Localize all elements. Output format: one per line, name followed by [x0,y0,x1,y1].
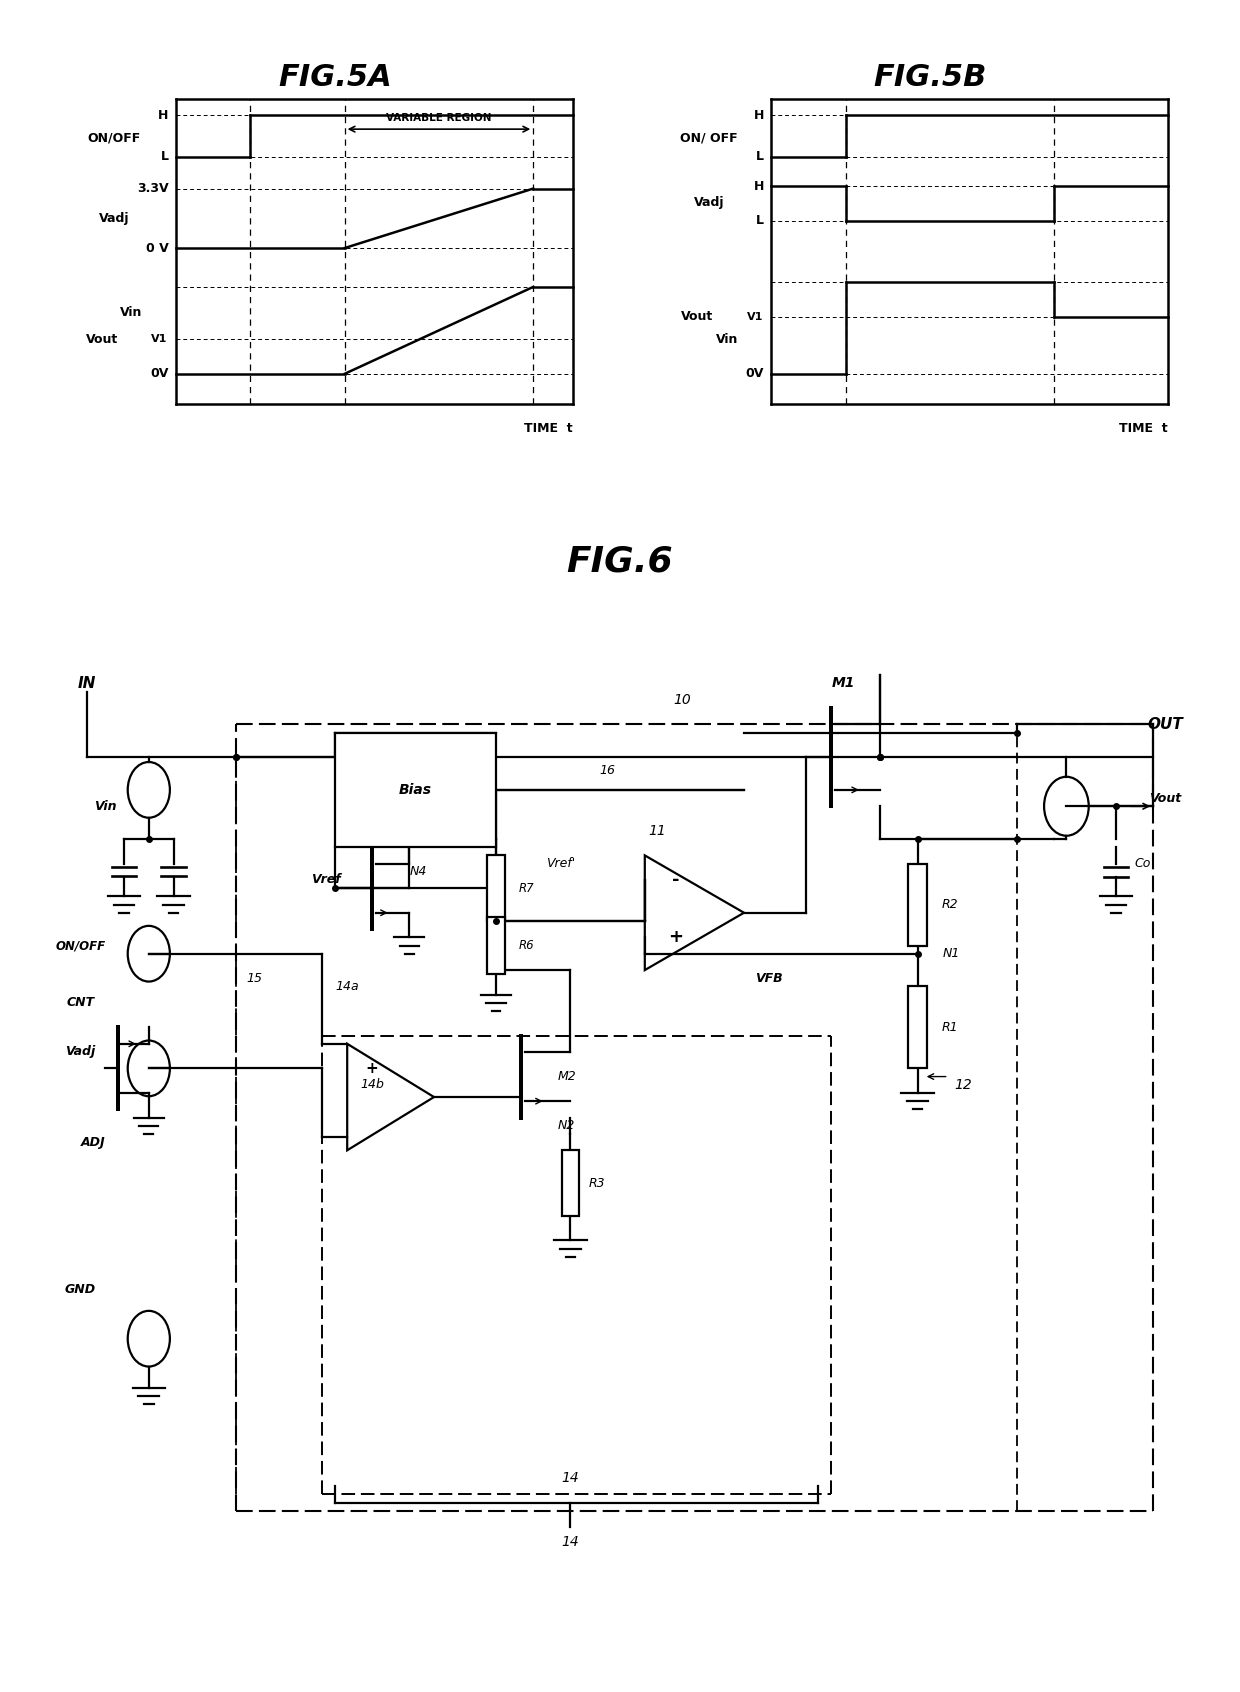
Text: 10: 10 [673,692,691,707]
Text: 12: 12 [955,1078,972,1091]
Text: V1: V1 [746,311,763,321]
Text: 0V: 0V [150,367,169,381]
Bar [487,856,505,920]
Text: 0V: 0V [745,367,764,381]
Text: L: L [756,151,764,162]
Text: Vadj: Vadj [694,196,724,208]
Text: R6: R6 [518,939,534,953]
Text: VARIABLE REGION: VARIABLE REGION [386,113,492,124]
Text: +: + [668,929,683,946]
Text: Vout: Vout [1149,792,1182,805]
Text: H: H [159,108,169,122]
Text: VFB: VFB [755,971,782,985]
Text: Vin: Vin [94,800,117,812]
Text: 0 V: 0 V [146,242,169,254]
Text: 14b: 14b [360,1078,384,1091]
Text: M1: M1 [832,677,854,690]
Text: IN: IN [78,675,95,690]
Text: Vref': Vref' [546,858,574,870]
Text: 14: 14 [562,1470,579,1486]
Bar [335,733,496,848]
Text: FIG.5A: FIG.5A [278,63,392,91]
Text: +: + [366,1061,378,1076]
Text: V1: V1 [151,335,167,345]
Text: N2: N2 [558,1118,575,1132]
Text: N1: N1 [942,948,960,959]
Bar [908,863,928,946]
Text: CNT: CNT [67,997,94,1010]
Text: 11: 11 [649,824,666,838]
Text: Vadj: Vadj [66,1046,95,1059]
Bar [562,1151,579,1217]
Text: Vref: Vref [311,873,341,887]
Text: H: H [754,108,764,122]
Text: FIG.5B: FIG.5B [873,63,987,91]
Text: Vadj: Vadj [99,212,129,225]
Text: Co: Co [1135,858,1151,870]
Text: ADJ: ADJ [81,1135,105,1149]
Text: R3: R3 [589,1176,605,1189]
Text: R2: R2 [941,898,957,910]
Text: ON/OFF: ON/OFF [88,132,140,146]
Bar [908,986,928,1068]
Text: Vout: Vout [681,310,713,323]
Text: TIME  t: TIME t [523,421,573,435]
Text: R7: R7 [518,882,534,895]
Text: Vout: Vout [86,333,118,345]
Text: ON/OFF: ON/OFF [56,939,105,953]
Text: R1: R1 [941,1020,957,1034]
Text: N4: N4 [409,865,427,878]
Text: Vin: Vin [120,306,143,318]
Text: 3.3V: 3.3V [136,183,169,195]
Text: FIG.6: FIG.6 [567,545,673,579]
Text: GND: GND [64,1283,97,1296]
Text: ON/ OFF: ON/ OFF [681,132,738,146]
Text: OUT: OUT [1148,717,1183,733]
Text: Vin: Vin [715,333,738,345]
Text: L: L [756,215,764,227]
Text: 15: 15 [247,971,262,985]
Text: 14: 14 [562,1535,579,1550]
Text: -: - [672,871,680,888]
Text: H: H [754,179,764,193]
Text: TIME  t: TIME t [1118,421,1168,435]
Text: L: L [161,151,169,162]
Text: Bias: Bias [399,783,432,797]
Bar [487,917,505,975]
Text: 16: 16 [600,763,615,777]
Text: 14a: 14a [335,980,360,993]
Text: M2: M2 [558,1069,577,1083]
